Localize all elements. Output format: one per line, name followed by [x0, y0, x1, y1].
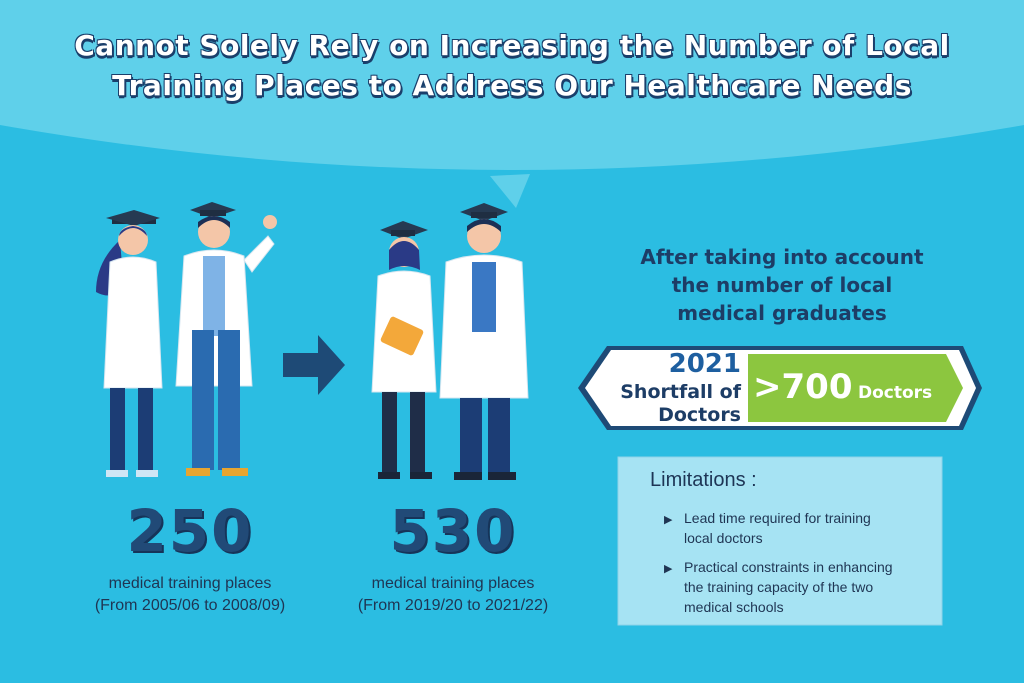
shortfall-label-2: Doctors [658, 404, 741, 426]
limitation-item-line: medical schools [684, 599, 784, 615]
page-title: Cannot Solely Rely on Increasing the Num… [74, 29, 950, 102]
left-stat-number: 250 [126, 497, 254, 565]
limitations-title: Limitations : [650, 469, 757, 491]
limitations-list: ▶ Lead time required for training local … [660, 508, 930, 626]
account-line-1: After taking into account [640, 245, 924, 269]
limitation-item-line: local doctors [684, 530, 763, 546]
shortfall-label-1: Shortfall of [620, 381, 741, 403]
right-stat-label-2: (From 2019/20 to 2021/22) [357, 597, 549, 614]
bubble-tail [490, 174, 530, 208]
title-bubble [0, 0, 1024, 170]
limitation-item: ▶ Lead time required for training local … [660, 508, 930, 548]
shortfall-year: 2021 [668, 349, 741, 379]
right-stat-label-1: medical training places [371, 575, 535, 592]
shortfall-green-box [748, 354, 963, 422]
doctor-figure-3 [371, 221, 437, 479]
right-stat-number: 530 [389, 497, 517, 565]
limitation-item-line: Practical constraints in enhancing [684, 559, 893, 575]
doctor-figure-4 [439, 203, 529, 480]
limitation-item-line: Lead time required for training [684, 510, 871, 526]
chevron-right-icon: ▶ [664, 563, 673, 575]
shortfall-number: 700 [781, 367, 853, 407]
account-line-2: the number of local [671, 273, 893, 297]
account-text: After taking into account the number of … [582, 243, 982, 327]
limitation-item-line: the training capacity of the two [684, 579, 874, 595]
doctor-figure-2 [175, 202, 277, 476]
left-stat-label-1: medical training places [108, 575, 272, 592]
limitation-item: ▶ Practical constraints in enhancing the… [660, 557, 930, 617]
chevron-right-icon: ▶ [664, 514, 673, 526]
account-line-3: medical graduates [677, 301, 887, 325]
shortfall-unit: Doctors [858, 383, 933, 403]
arrow-right-icon [283, 335, 345, 395]
doctor-figure-1 [96, 210, 163, 477]
greater-than-icon: > [753, 367, 782, 407]
left-stat-label-2: (From 2005/06 to 2008/09) [94, 597, 286, 614]
limitations-panel [618, 457, 942, 625]
shortfall-value: >700 [753, 367, 852, 407]
